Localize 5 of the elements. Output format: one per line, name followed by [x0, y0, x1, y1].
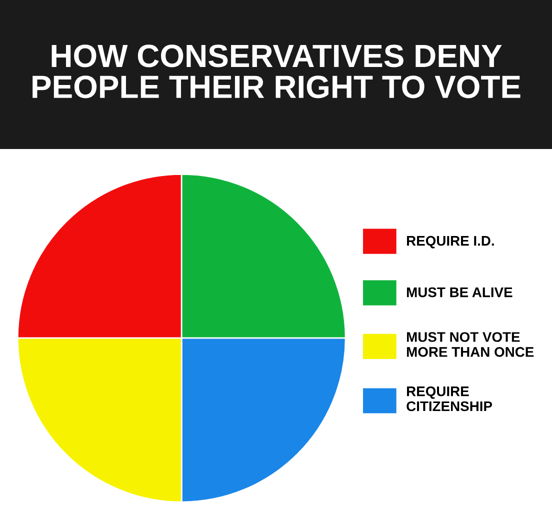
legend-label: MUST NOT VOTE MORE THAN ONCE — [407, 332, 534, 357]
legend-label: MUST BE ALIVE — [407, 287, 512, 298]
chart-title: HOW CONSERVATIVES DENY PEOPLE THEIR RIGHT TO VOTE — [32, 44, 520, 98]
legend-label: REQUIRE I.D. — [407, 236, 494, 248]
legend-label: REQUIRE CITIZENSHIP — [406, 386, 492, 412]
